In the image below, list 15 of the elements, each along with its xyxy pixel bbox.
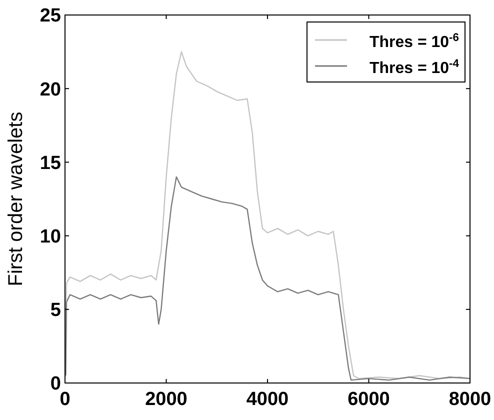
x-tick-label: 6000 — [348, 389, 390, 410]
legend-label: Thres = 10$^{-4}$ — [369, 58, 460, 77]
y-tick-label: 0 — [50, 374, 61, 395]
x-tick-label: 4000 — [246, 389, 289, 410]
y-tick-label: 15 — [40, 152, 62, 174]
line-series — [65, 176, 471, 381]
line-series — [65, 51, 471, 380]
y-tick-label: 5 — [50, 300, 62, 322]
x-tick-label: 8000 — [448, 389, 492, 410]
y-axis-title: First order wavelets — [5, 112, 27, 286]
y-tick-label: 10 — [40, 226, 61, 248]
y-tick-label: 25 — [40, 6, 62, 27]
y-tick-label: 20 — [40, 79, 61, 100]
legend-label: Thres = 10$^{-6}$ — [369, 32, 459, 51]
x-tick-label: 2000 — [145, 389, 188, 410]
